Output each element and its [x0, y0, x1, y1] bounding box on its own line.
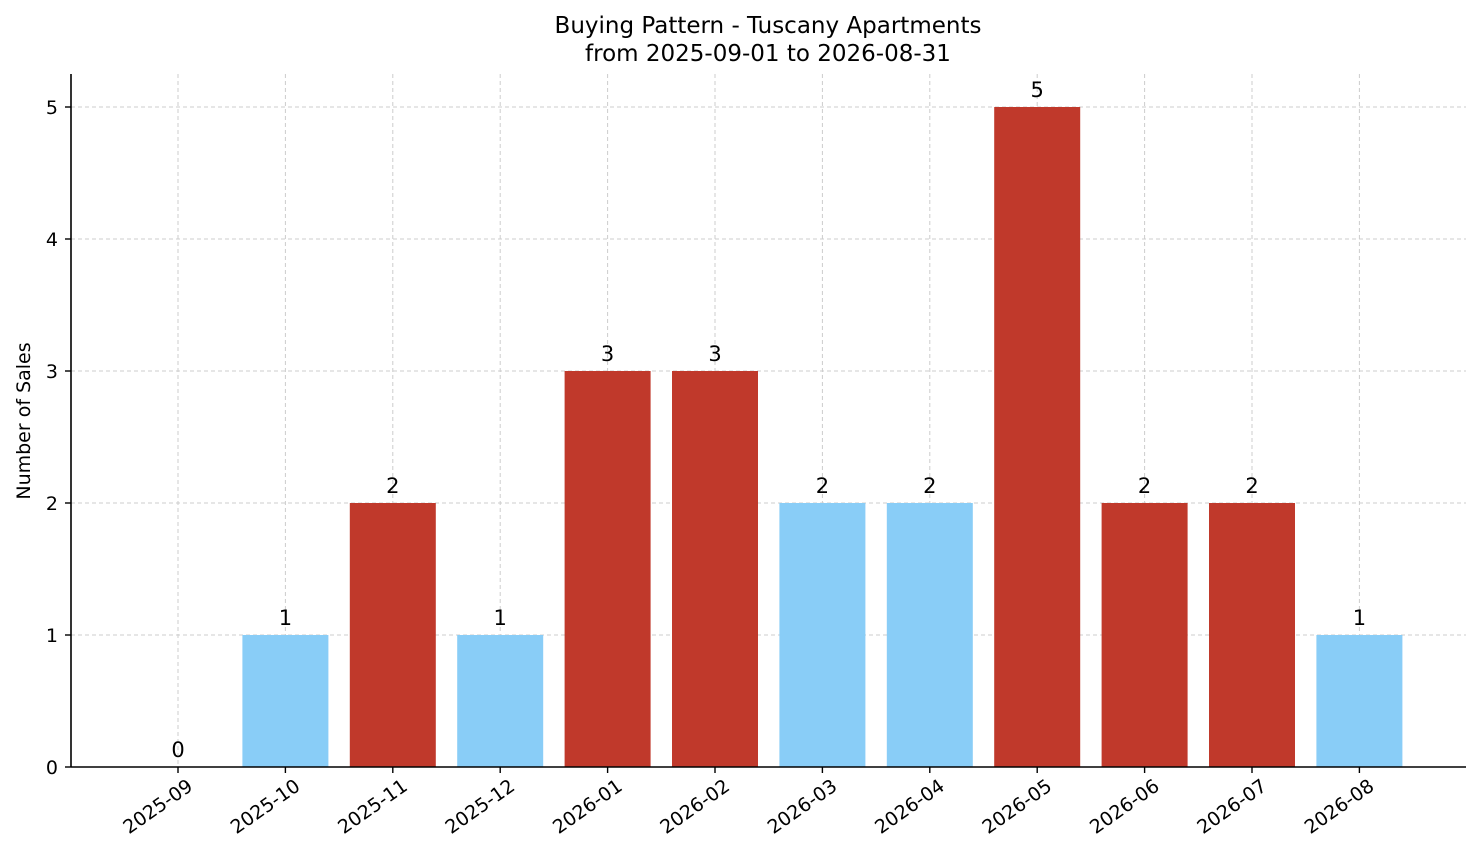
x-tick-label: 2026-07	[1193, 775, 1271, 839]
bar-value-label: 3	[708, 342, 721, 366]
bar-value-label: 2	[1138, 474, 1151, 498]
x-tick-label: 2025-09	[119, 775, 197, 839]
bar-2025-10	[242, 635, 329, 767]
bar-2026-05	[994, 107, 1081, 767]
y-tick-label: 1	[46, 625, 58, 647]
bar-value-label: 1	[1353, 606, 1366, 630]
x-tick-label: 2026-04	[871, 775, 949, 839]
bar-value-label: 2	[386, 474, 399, 498]
y-axis-label: Number of Sales	[13, 342, 35, 499]
y-tick-label: 0	[46, 757, 58, 779]
y-tick-label: 3	[46, 361, 58, 383]
bar-2026-07	[1209, 503, 1295, 767]
bars-layer	[242, 107, 1403, 767]
x-tick-label: 2026-03	[764, 775, 842, 839]
bar-2025-11	[349, 503, 436, 767]
bar-2026-03	[779, 503, 866, 767]
x-tick-label: 2026-05	[978, 775, 1056, 839]
y-tick-label: 4	[46, 229, 58, 251]
bar-value-label: 2	[1245, 474, 1258, 498]
bar-labels-layer: 0 1 2 1 3 3 2 2 5 2 2 1	[171, 78, 1366, 762]
y-tick-label: 2	[46, 493, 58, 515]
bar-value-label: 1	[279, 606, 292, 630]
bar-value-label: 2	[816, 474, 829, 498]
y-tick-label: 5	[46, 97, 58, 119]
x-tick-label: 2025-10	[227, 775, 305, 839]
chart-title: Buying Pattern - Tuscany Apartments	[555, 13, 982, 39]
bar-value-label: 3	[601, 342, 614, 366]
bar-2026-08	[1316, 635, 1403, 767]
bar-value-label: 1	[494, 606, 507, 630]
x-tick-label: 2025-12	[441, 775, 519, 839]
bar-value-label: 0	[171, 738, 184, 762]
x-tick-label: 2026-01	[549, 775, 627, 839]
bar-2026-04	[886, 503, 973, 767]
bar-value-label: 2	[923, 474, 936, 498]
bar-2026-01	[564, 371, 651, 767]
x-tick-label: 2026-02	[656, 775, 734, 839]
bar-2026-02	[672, 371, 758, 767]
x-tick-label: 2025-11	[334, 775, 412, 839]
bar-2025-12	[457, 635, 544, 767]
chart-subtitle: from 2025-09-01 to 2026-08-31	[585, 41, 951, 67]
x-tick-label: 2026-06	[1086, 775, 1164, 839]
axes-layer	[70, 74, 1466, 768]
bar-value-label: 5	[1031, 78, 1044, 102]
bar-2026-06	[1101, 503, 1188, 767]
x-tick-label: 2026-08	[1301, 775, 1379, 839]
